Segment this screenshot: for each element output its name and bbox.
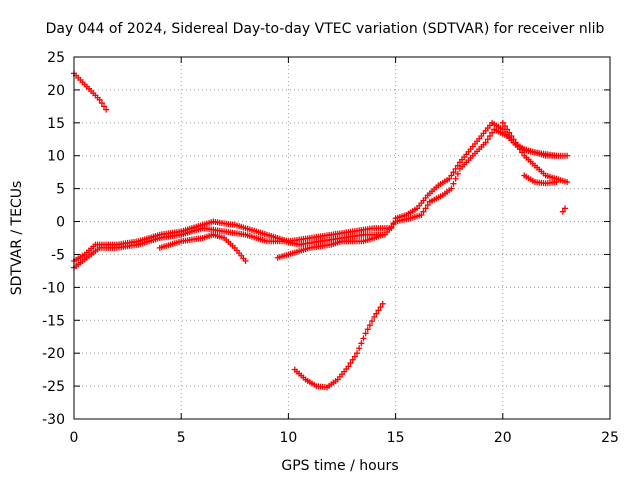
data-point [98,100,105,107]
data-point [452,175,459,182]
data-point [362,330,369,337]
data-point [450,180,457,187]
data-point [564,179,571,186]
y-tick-label: 25 [47,50,65,66]
x-tick-label: 20 [494,430,512,446]
y-tick-label: -20 [42,346,65,362]
data-point [446,175,453,182]
data-point [351,353,358,360]
data-point [360,335,367,342]
data-point [349,356,356,363]
grid [74,57,610,419]
data-point [103,106,110,113]
y-tick-label: 20 [47,83,65,99]
data-point [101,103,108,110]
y-axis-label: SDTVAR / TECUs [9,181,25,296]
data-point [482,139,489,146]
x-tick-label: 25 [601,430,619,446]
data-point [484,136,491,143]
data-point [561,205,568,212]
data-point [514,142,521,149]
data-point [371,313,378,320]
data-point [366,322,373,329]
series-dip-curve [291,300,386,391]
data-point [512,139,519,146]
data-point [501,123,508,130]
data-point [373,310,380,317]
data-point [448,185,455,192]
ticks: 0 5 10 15 20 25 -30 -25 -20 -15 -10 -5 0 5 10 15 20 25 [42,50,619,446]
data-point [345,363,352,370]
data-marks [71,70,571,391]
data-point [375,307,382,314]
data-point [519,149,526,156]
y-tick-label: -10 [42,280,65,296]
data-point [379,300,386,307]
x-tick-label: 10 [279,430,297,446]
data-point [356,345,363,352]
data-point [454,162,461,169]
series-branch-to-low [156,231,249,265]
y-tick-label: -30 [42,412,65,428]
plot-frame [73,56,611,420]
data-point [358,340,365,347]
series-short-drop [521,172,560,187]
data-point [369,318,376,325]
series-main-track-b [71,126,560,271]
y-tick-label: -25 [42,379,65,395]
data-point [418,211,425,218]
data-point [564,152,571,159]
x-axis-label: GPS time / hours [281,458,398,474]
data-point [242,258,249,265]
data-point [364,326,371,333]
series-branch-evening [499,119,571,186]
data-point [553,179,560,186]
data-point [379,231,386,238]
data-point [506,129,513,136]
data-point [504,126,511,133]
data-point [448,172,455,179]
y-tick-label: 0 [56,215,65,231]
data-point [377,304,384,311]
data-point [499,119,506,126]
data-point [486,132,493,139]
data-point [559,208,566,215]
x-tick-label: 0 [70,430,79,446]
data-point [553,152,560,159]
data-point [454,170,461,177]
y-tick-label: -5 [51,247,65,263]
data-point [96,96,103,103]
data-point [354,350,361,357]
series-isolated [559,205,568,215]
data-point [420,208,427,215]
x-tick-label: 15 [387,430,405,446]
chart-title: Day 044 of 2024, Sidereal Day-to-day VTE… [46,21,605,37]
data-point [450,169,457,176]
y-tick-label: -15 [42,313,65,329]
data-point [508,132,515,139]
data-point [516,146,523,153]
series-branch-to-late [274,231,386,261]
y-tick-label: 5 [56,182,65,198]
x-tick-label: 5 [177,430,186,446]
data-point [424,202,431,209]
data-point [422,205,429,212]
data-point [510,136,517,143]
y-tick-label: 10 [47,149,65,165]
data-point [489,129,496,136]
y-tick-label: 15 [47,116,65,132]
data-point [347,360,354,367]
